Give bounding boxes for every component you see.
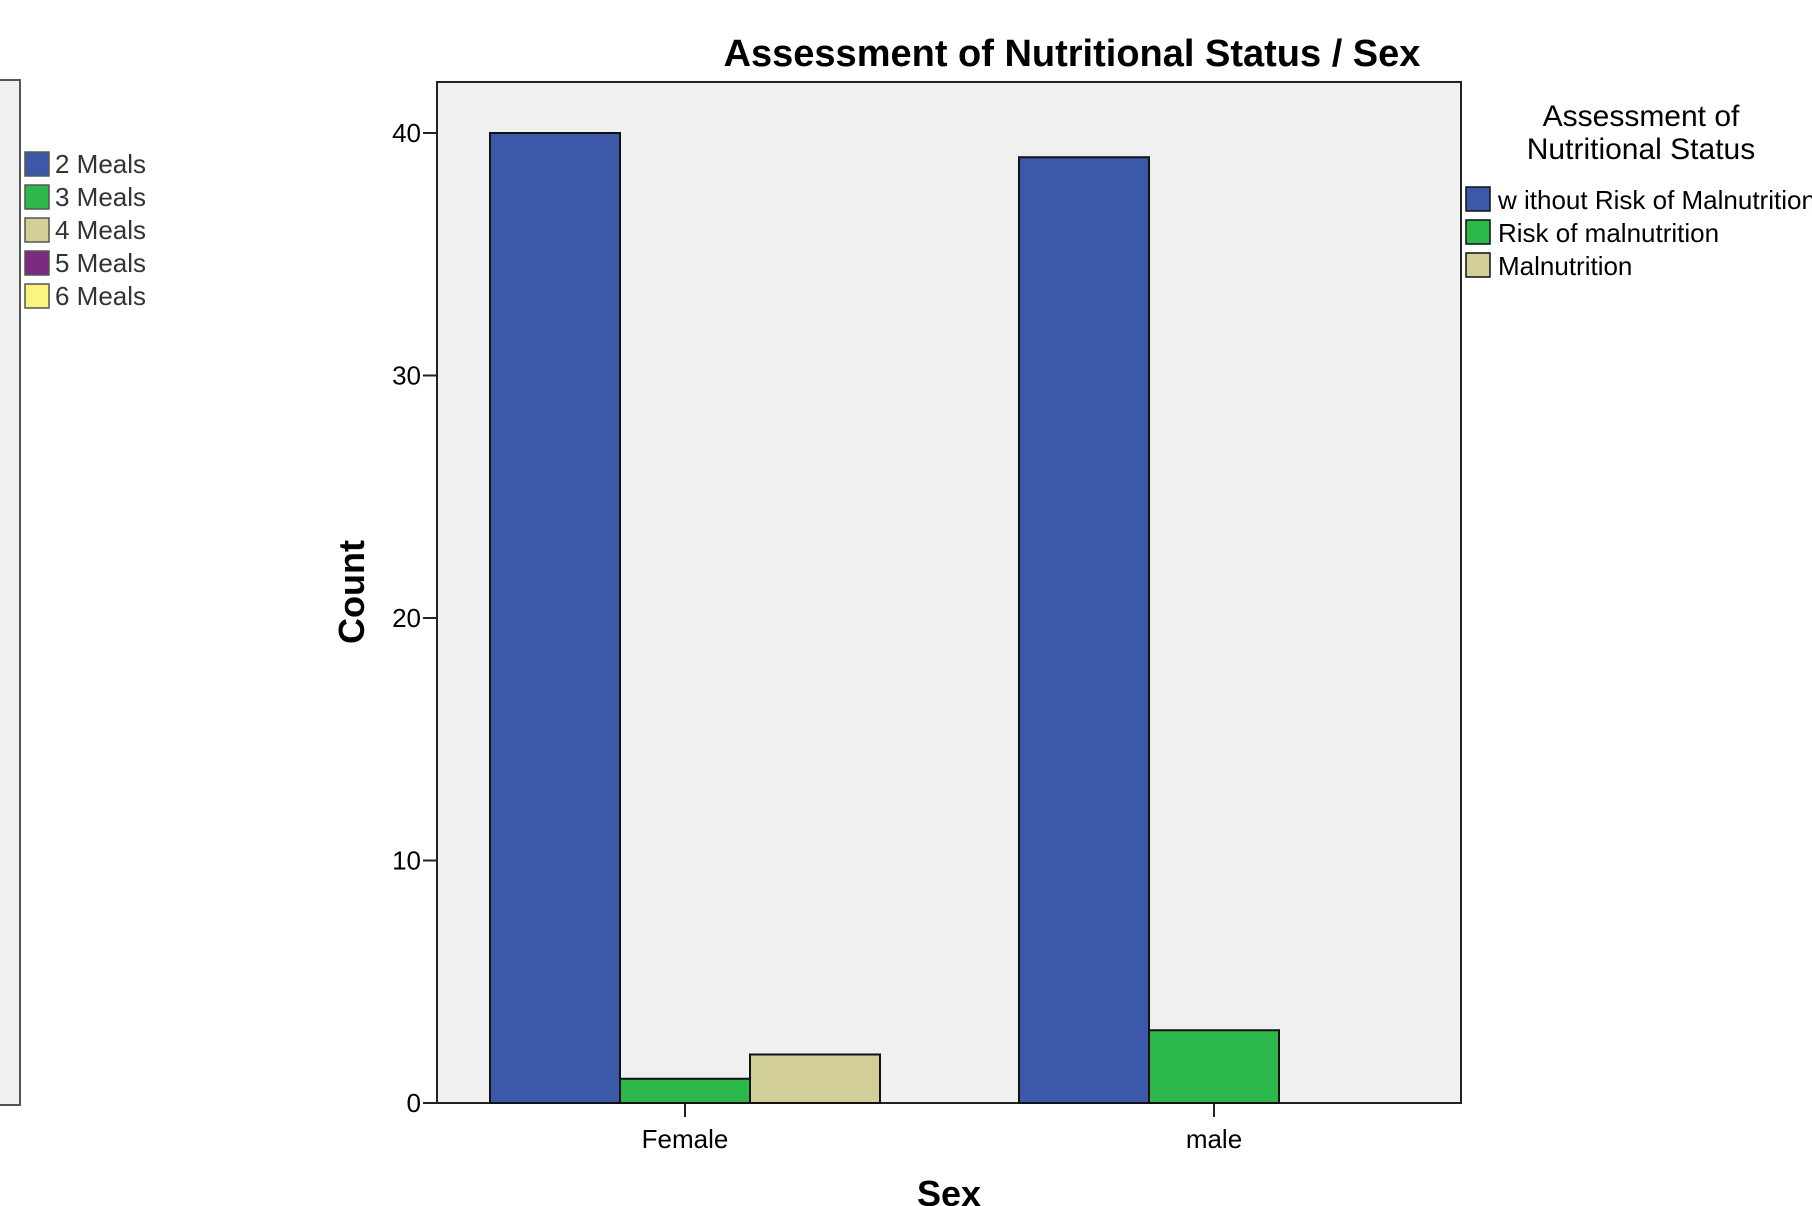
legend-swatch bbox=[24, 217, 50, 243]
bar bbox=[489, 132, 621, 1104]
x-axis: Female male bbox=[642, 1103, 1242, 1154]
y-tick-label: 20 bbox=[392, 603, 421, 633]
bar bbox=[1018, 156, 1150, 1104]
legend-label: Malnutrition bbox=[1498, 251, 1632, 281]
legend-label: 3 Meals bbox=[55, 182, 146, 212]
legend-swatch bbox=[24, 184, 50, 210]
legend-label: w ithout Risk of Malnutrition bbox=[1497, 185, 1812, 215]
x-axis-label: Sex bbox=[917, 1173, 981, 1206]
partial-plot-frame bbox=[0, 79, 21, 1106]
bar bbox=[1148, 1029, 1280, 1104]
chart-legend: Assessment of Nutritional Status w ithou… bbox=[1465, 100, 1812, 281]
y-tick-label: 0 bbox=[407, 1088, 421, 1118]
legend-title-line-1: Assessment of bbox=[1543, 100, 1740, 133]
legend-label: 2 Meals bbox=[55, 149, 146, 179]
y-axis-label: Count bbox=[331, 540, 372, 644]
x-tick-label: male bbox=[1186, 1124, 1242, 1154]
legend-label: 5 Meals bbox=[55, 248, 146, 278]
legend-swatch bbox=[1465, 219, 1491, 245]
legend-label: Risk of malnutrition bbox=[1498, 218, 1719, 248]
legend-title-line-2: Nutritional Status bbox=[1527, 133, 1755, 166]
bar bbox=[619, 1077, 751, 1104]
legend-label: 4 Meals bbox=[55, 215, 146, 245]
legend-swatch bbox=[1465, 252, 1491, 278]
legend-swatch bbox=[1465, 186, 1491, 212]
legend-swatch bbox=[24, 283, 50, 309]
y-tick-label: 30 bbox=[392, 361, 421, 391]
bar bbox=[749, 1053, 881, 1104]
legend-swatch bbox=[24, 250, 50, 276]
chart-title: Assessment of Nutritional Status / Sex bbox=[724, 33, 1421, 75]
legend-label: 6 Meals bbox=[55, 281, 146, 311]
y-tick-label: 40 bbox=[392, 118, 421, 148]
bar-series-group bbox=[489, 132, 1280, 1104]
legend-swatch bbox=[24, 151, 50, 177]
y-axis: 0 10 20 30 40 bbox=[392, 118, 437, 1118]
y-tick-label: 10 bbox=[392, 846, 421, 876]
x-tick-label: Female bbox=[642, 1124, 729, 1154]
